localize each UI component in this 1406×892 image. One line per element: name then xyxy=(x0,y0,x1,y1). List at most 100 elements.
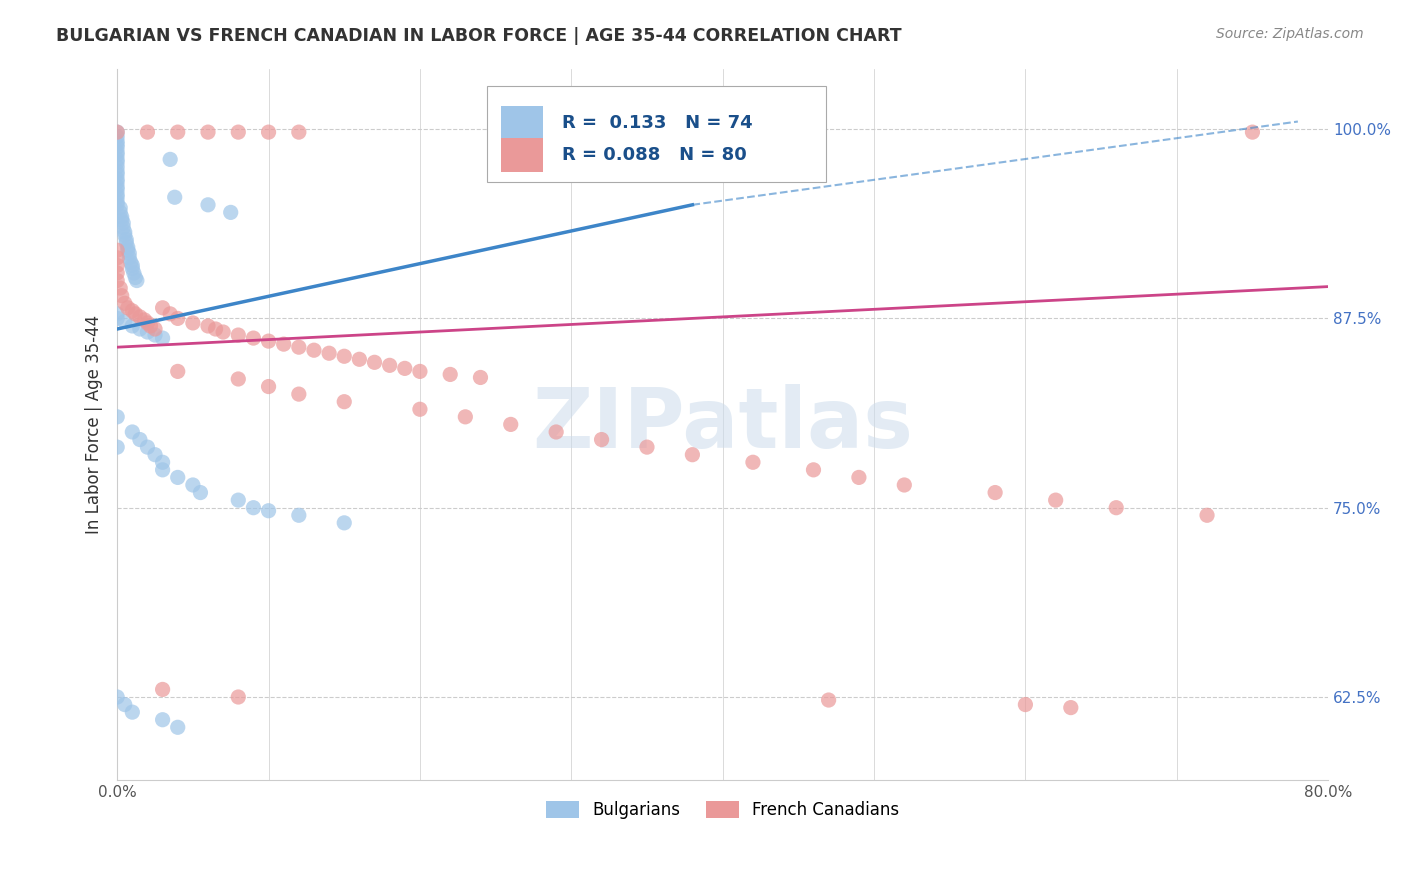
Point xyxy=(333,349,356,363)
Point xyxy=(118,251,141,265)
Point xyxy=(226,328,249,343)
Point xyxy=(219,205,242,219)
Point xyxy=(257,334,280,348)
Point xyxy=(333,516,356,530)
Point xyxy=(848,470,870,484)
Point xyxy=(143,328,166,343)
Point xyxy=(105,164,128,178)
Point xyxy=(181,478,204,492)
Point xyxy=(136,325,159,339)
Point xyxy=(242,331,264,345)
Point xyxy=(105,307,128,321)
Point xyxy=(105,134,128,148)
Point xyxy=(257,379,280,393)
Point xyxy=(1105,500,1128,515)
Point xyxy=(166,470,188,484)
Point xyxy=(105,259,128,273)
Point xyxy=(681,448,703,462)
Point xyxy=(893,478,915,492)
Point xyxy=(166,125,188,139)
Point xyxy=(143,322,166,336)
Point xyxy=(121,318,143,333)
Point xyxy=(121,259,143,273)
Point xyxy=(110,201,132,215)
Point xyxy=(363,355,385,369)
Point xyxy=(349,352,371,367)
Point xyxy=(439,368,461,382)
Point xyxy=(105,409,128,424)
Text: R = 0.088   N = 80: R = 0.088 N = 80 xyxy=(561,145,747,163)
Point xyxy=(105,125,128,139)
Point xyxy=(105,140,128,154)
Point xyxy=(124,307,146,321)
Point xyxy=(114,225,136,239)
Text: ZIPatlas: ZIPatlas xyxy=(531,384,912,465)
Point xyxy=(105,190,128,204)
Point xyxy=(302,343,325,358)
Point xyxy=(114,296,136,310)
Y-axis label: In Labor Force | Age 35-44: In Labor Force | Age 35-44 xyxy=(86,315,103,534)
Point xyxy=(242,500,264,515)
Point xyxy=(111,213,134,227)
Point xyxy=(136,440,159,454)
Text: BULGARIAN VS FRENCH CANADIAN IN LABOR FORCE | AGE 35-44 CORRELATION CHART: BULGARIAN VS FRENCH CANADIAN IN LABOR FO… xyxy=(56,27,901,45)
FancyBboxPatch shape xyxy=(501,105,544,140)
Point xyxy=(817,693,839,707)
Point xyxy=(470,370,492,384)
Point xyxy=(105,183,128,197)
Point xyxy=(121,425,143,439)
Point xyxy=(105,155,128,169)
Point xyxy=(333,394,356,409)
Point xyxy=(105,129,128,144)
Point xyxy=(499,417,522,432)
Point xyxy=(105,125,128,139)
Point xyxy=(226,690,249,704)
FancyBboxPatch shape xyxy=(486,87,825,182)
Point xyxy=(136,125,159,139)
Point xyxy=(105,148,128,162)
Point xyxy=(273,337,295,351)
Point xyxy=(115,233,138,247)
Point xyxy=(546,425,568,439)
Point xyxy=(166,311,188,326)
Point xyxy=(121,261,143,276)
Point xyxy=(394,361,416,376)
Point xyxy=(134,313,156,327)
Point xyxy=(226,493,249,508)
Point xyxy=(105,153,128,167)
Point xyxy=(226,125,249,139)
Point xyxy=(111,210,134,224)
Point xyxy=(105,274,128,288)
Point xyxy=(105,160,128,174)
Point xyxy=(120,255,142,269)
Point xyxy=(197,198,219,212)
Point xyxy=(128,310,150,324)
Point xyxy=(591,433,613,447)
Point xyxy=(1060,700,1083,714)
Point xyxy=(409,364,432,378)
Point xyxy=(1014,698,1036,712)
Point xyxy=(318,346,340,360)
Point xyxy=(143,448,166,462)
Point xyxy=(651,125,673,139)
Point xyxy=(257,504,280,518)
Point xyxy=(152,682,174,697)
Point xyxy=(117,240,139,254)
Point xyxy=(117,301,139,315)
Point xyxy=(105,244,128,258)
Point xyxy=(181,316,204,330)
Point xyxy=(681,125,703,139)
Point xyxy=(984,485,1007,500)
Point xyxy=(105,187,128,202)
Point xyxy=(139,318,162,333)
Point xyxy=(454,409,477,424)
Point xyxy=(105,168,128,182)
Point xyxy=(163,190,186,204)
Point xyxy=(288,508,311,523)
Point xyxy=(190,485,212,500)
Point xyxy=(105,175,128,189)
Point xyxy=(110,205,132,219)
Point xyxy=(117,244,139,258)
Point xyxy=(105,172,128,186)
Point xyxy=(105,137,128,152)
